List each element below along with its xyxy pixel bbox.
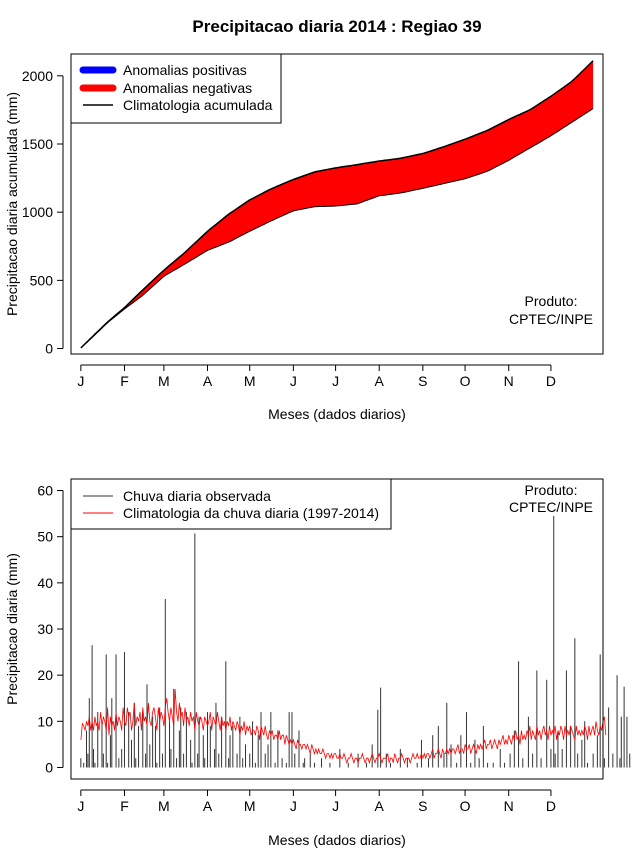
y-tick-label: 2000: [22, 68, 53, 84]
y-tick-label: 30: [37, 621, 53, 637]
x-tick-label: A: [375, 373, 385, 389]
x-tick-label: A: [203, 373, 213, 389]
y-axis-label: Precipitacao diaria acumulada (mm): [4, 92, 20, 316]
y-axis-label: Precipitacao diaria (mm): [4, 553, 20, 705]
legend: Anomalias positivas Anomalias negativas …: [70, 53, 282, 124]
x-tick-label: J: [332, 798, 339, 814]
x-tick-label: J: [290, 373, 297, 389]
x-tick-label: D: [546, 798, 556, 814]
x-tick-label: J: [77, 373, 84, 389]
x-tick-label: N: [504, 798, 514, 814]
x-tick-label: S: [418, 373, 427, 389]
x-tick-label: D: [546, 373, 556, 389]
x-tick-label: J: [290, 798, 297, 814]
plot-frame: [70, 53, 604, 355]
y-tick-label: 0: [45, 341, 53, 357]
x-tick-label: A: [375, 798, 385, 814]
x-tick-label: A: [203, 798, 213, 814]
daily-climatology-line: [80, 688, 607, 765]
x-tick-label: J: [332, 373, 339, 389]
cumulative-chart: 0 500 1000 1500 2000 J F M A M J J A S O N D Meses (dad…: [4, 53, 604, 422]
anomaly-fill: [80, 60, 594, 348]
observed-cumulative-line: [80, 108, 594, 349]
cumulative-lines: [80, 60, 594, 349]
legend: Chuva diaria observada Climatologia da c…: [70, 478, 392, 530]
climatology-cumulative-line: [80, 60, 594, 349]
y-tick-label: 1500: [22, 136, 53, 152]
x-tick-label: F: [120, 373, 129, 389]
credit-line-1: Produto:: [525, 293, 578, 309]
legend-box: [70, 478, 392, 530]
x-tick-label: M: [244, 798, 256, 814]
x-axis-label: Meses (dados diarios): [268, 832, 406, 848]
y-tick-label: 40: [37, 575, 53, 591]
climatology-daily-line: [80, 688, 607, 765]
x-tick-label: O: [460, 798, 471, 814]
x-tick-label: S: [418, 798, 427, 814]
x-tick-label: N: [504, 373, 514, 389]
y-tick-label: 60: [37, 483, 53, 499]
y-axis: 0 10 20 30 40 50 60: [37, 483, 64, 775]
y-tick-label: 20: [37, 667, 53, 683]
daily-bars: [80, 515, 631, 768]
x-tick-label: O: [460, 373, 471, 389]
credit-line-1: Produto:: [525, 482, 578, 498]
x-tick-label: J: [77, 798, 84, 814]
chart-title: Precipitacao diaria 2014 : Regiao 39: [192, 17, 481, 36]
daily-chart: 0 10 20 30 40 50 60 J F M A M J J A S O N D Meses (dados …: [4, 478, 631, 848]
x-tick-label: M: [158, 373, 170, 389]
y-axis: 0 500 1000 1500 2000: [22, 68, 64, 357]
x-tick-label: M: [158, 798, 170, 814]
x-tick-label: M: [244, 373, 256, 389]
y-tick-label: 50: [37, 529, 53, 545]
x-axis-label: Meses (dados diarios): [268, 406, 406, 422]
x-tick-label: F: [120, 798, 129, 814]
legend-label-negative: Anomalias negativas: [123, 80, 252, 96]
legend-label-positive: Anomalias positivas: [123, 62, 247, 78]
y-tick-label: 10: [37, 713, 53, 729]
y-tick-label: 0: [45, 759, 53, 775]
credit-line-2: CPTEC/INPE: [509, 311, 593, 327]
credit-line-2: CPTEC/INPE: [509, 499, 593, 515]
negative-anomaly-area: [80, 60, 594, 348]
legend-label-climatology: Climatologia acumulada: [123, 97, 273, 113]
legend-label-observed: Chuva diaria observada: [123, 488, 271, 504]
y-tick-label: 500: [30, 272, 54, 288]
y-tick-label: 1000: [22, 204, 53, 220]
legend-label-climatology: Climatologia da chuva diaria (1997-2014): [123, 505, 379, 521]
